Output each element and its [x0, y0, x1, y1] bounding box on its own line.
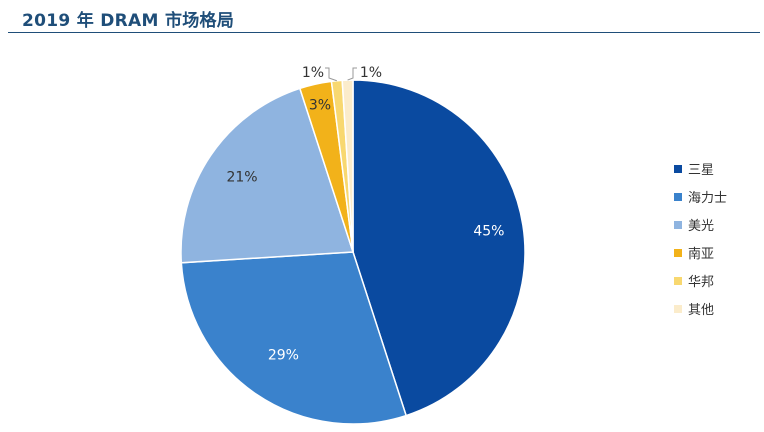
chart-title: 2019 年 DRAM 市场格局	[22, 11, 235, 31]
legend-swatch-3	[674, 221, 682, 229]
title-divider	[8, 32, 760, 33]
data-labels: 45% 29% 21% 3% 1% 1%	[226, 65, 504, 363]
leader-line-6	[347, 67, 357, 81]
legend-label-2: 海力士	[688, 191, 727, 206]
leader-line-5	[325, 67, 337, 82]
data-label-3: 21%	[226, 170, 257, 186]
legend-swatch-1	[674, 165, 682, 173]
legend-label-3: 美光	[688, 219, 714, 234]
legend-label-6: 其他	[688, 303, 714, 318]
data-label-4: 3%	[309, 97, 331, 113]
legend-swatch-2	[674, 193, 682, 201]
pie-slice-2	[180, 251, 408, 425]
legend-swatch-6	[674, 305, 682, 313]
legend-label-4: 南亚	[688, 246, 714, 262]
data-label-5: 1%	[302, 65, 324, 81]
legend-swatch-5	[674, 277, 682, 285]
data-label-1: 45%	[473, 223, 504, 239]
legend-swatch-4	[674, 249, 682, 257]
legend-label-5: 华邦	[688, 275, 714, 290]
pie-slice-6	[341, 79, 354, 253]
data-label-2: 29%	[268, 347, 299, 363]
pie-slices	[180, 79, 526, 425]
pie-slice-3	[180, 87, 355, 264]
pie-slice-1	[352, 79, 526, 417]
data-label-6: 1%	[360, 65, 382, 81]
legend-label-1: 三星	[688, 163, 714, 178]
leader-lines	[325, 67, 357, 82]
